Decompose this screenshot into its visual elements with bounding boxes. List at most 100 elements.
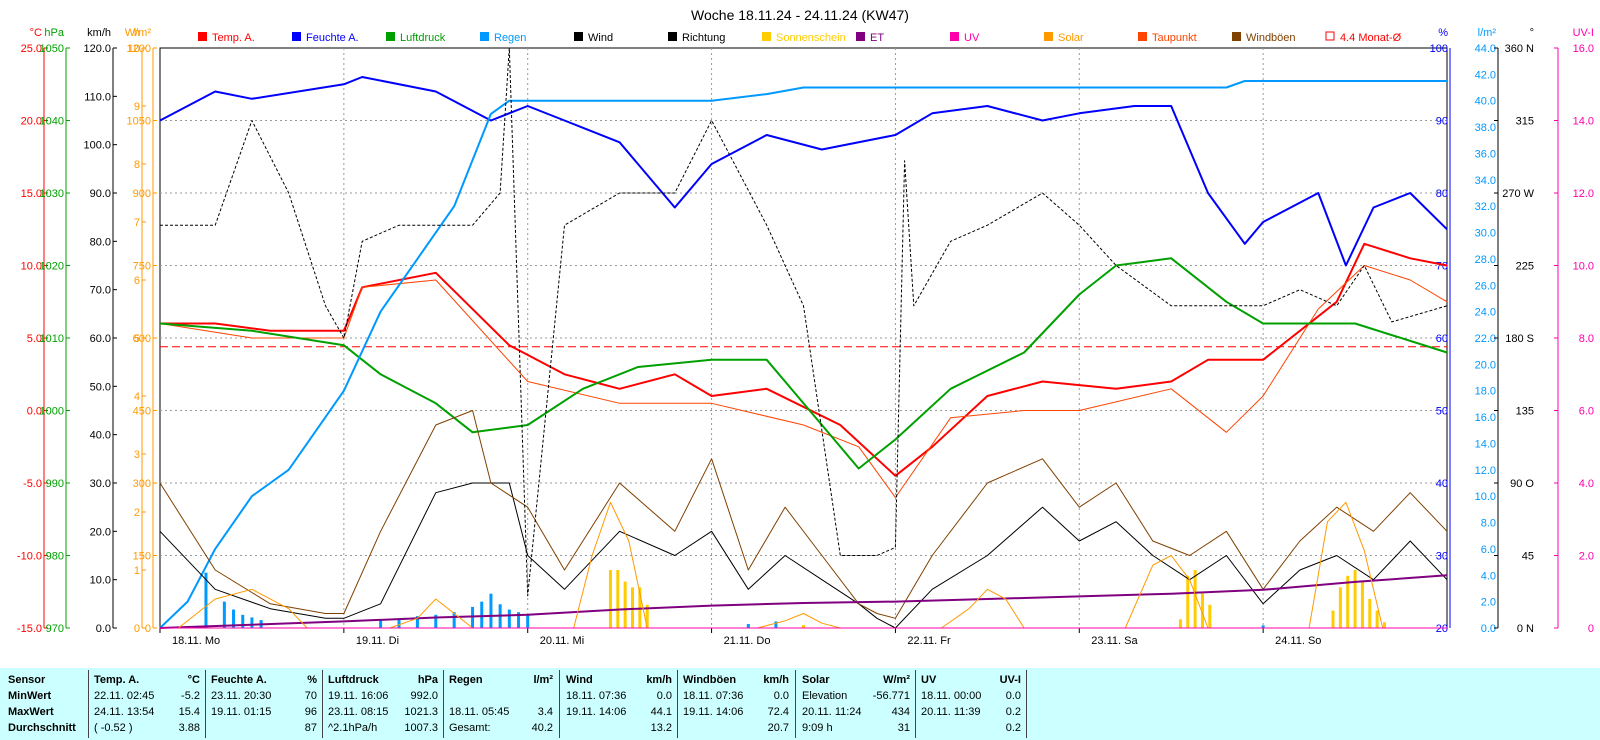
stats-wind-min-val: 0.0	[656, 690, 672, 702]
axis-tick-label: 120.0	[83, 43, 111, 55]
stats-temp-unit: °C	[187, 674, 200, 686]
axis-tick-label: 2.0	[1481, 597, 1496, 609]
legend-label: Regen	[494, 32, 526, 44]
stats-uv-min-time: 18.11. 00:00	[921, 690, 982, 702]
axis-tick-label: 0	[1588, 623, 1594, 635]
axis-tick-label: 14.0	[1475, 438, 1496, 450]
axis-tick-label: 300	[133, 478, 151, 490]
x-tick-label: 20.11. Mi	[540, 635, 584, 647]
legend-label: 4.4 Monat-Ø	[1340, 32, 1402, 44]
sunshine-bar	[645, 604, 649, 628]
sunshine-bar	[1186, 575, 1190, 628]
stats-temp-avg-val: 3.88	[178, 722, 200, 734]
axis-tick-label: 14.0	[1573, 116, 1594, 128]
axis-tick-label: 22.0	[1475, 333, 1496, 345]
axis-tick-label: 5.0	[27, 333, 42, 345]
x-tick-label: 18.11. Mo	[172, 635, 220, 647]
legend-swatch	[292, 32, 301, 41]
axis-tick-label: 0.0	[27, 406, 42, 418]
axis-unit-label: °C	[30, 27, 42, 39]
axis-tick-label: 8	[134, 159, 140, 171]
axis-tick-label: 900	[133, 188, 151, 200]
stats-press-min-val: 992.0	[410, 690, 438, 702]
x-tick-label: 23.11. Sa	[1091, 635, 1138, 647]
axis-tick-label: 1	[134, 565, 140, 577]
axis-tick-label: -5.0	[23, 478, 42, 490]
axis-tick-label: 36.0	[1475, 148, 1496, 160]
legend-label: Temp. A.	[212, 32, 255, 44]
sunshine-bar	[1353, 570, 1357, 628]
axis-tick-label: 4.0	[1579, 478, 1594, 490]
stats-hum-unit: %	[307, 674, 317, 686]
legend-label: Taupunkt	[1152, 32, 1197, 44]
axis-tick-label: 270 W	[1502, 188, 1534, 200]
stats-hum-min-time: 23.11. 20:30	[211, 690, 272, 702]
axis-tick-label: 32.0	[1475, 201, 1496, 213]
plot-area	[159, 47, 1448, 629]
series-line-feuchte-a-	[159, 76, 1448, 267]
axis-unit-label: UV-I	[1573, 27, 1594, 39]
rain-bar	[379, 620, 383, 628]
stats-press-max-val: 1021.3	[404, 706, 438, 718]
stats-temp-header: Temp. A.	[94, 674, 140, 686]
stats-solar-max-val: 434	[891, 706, 910, 718]
axis-tick-label: 100	[1430, 43, 1448, 55]
stats-rain-header: Regen	[449, 674, 483, 686]
stats-col-uv: UV UV-I 18.11. 00:00 0.0 20.11. 11:39 0.…	[921, 668, 1021, 740]
stats-temp-min-time: 22.11. 02:45	[94, 690, 155, 702]
stats-press-avg-val: 1007.3	[404, 722, 438, 734]
stats-wind-max-val: 44.1	[650, 706, 672, 718]
axis-tick-label: 1050	[127, 116, 151, 128]
stats-separator	[322, 670, 323, 738]
rain-bar	[774, 621, 778, 628]
stats-solar-max-time: 20.11. 11:24	[802, 706, 862, 718]
stats-separator	[205, 670, 206, 738]
axis-tick-label: 1200	[127, 43, 151, 55]
stats-col-solar: Solar W/m² Elevation -56.771 20.11. 11:2…	[802, 668, 910, 740]
axis-tick-label: 16.0	[1475, 412, 1496, 424]
axis-tick-label: 20.0	[21, 116, 42, 128]
rain-bar	[480, 601, 484, 628]
x-tick-label: 24.11. So	[1275, 635, 1321, 647]
axis-tick-label: 50	[1436, 406, 1448, 418]
sunshine-bar	[608, 570, 612, 628]
stats-sensor-header: Sensor	[8, 674, 46, 686]
axis-tick-label: 10	[128, 43, 140, 55]
stats-col-temp: Temp. A. °C 22.11. 02:45 -5.2 24.11. 13:…	[94, 668, 200, 740]
axis-tick-label: 100.0	[83, 140, 111, 152]
axis-tick-label: 1010	[40, 333, 64, 345]
legend-label: UV	[964, 32, 980, 44]
axis-tick-label: 20.0	[1475, 359, 1496, 371]
series-line-regen	[159, 80, 1447, 629]
sunshine-bar	[1331, 610, 1335, 628]
axis-tick-label: -15.0	[17, 623, 42, 635]
stats-rain-max-time: 18.11. 05:45	[449, 706, 510, 718]
series-line-taupunkt	[159, 265, 1448, 498]
axis-tick-label: 25.0	[21, 43, 42, 55]
stats-press-header: Luftdruck	[328, 674, 379, 686]
legend-swatch	[1232, 32, 1241, 41]
axis-tick-label: 16.0	[1573, 43, 1594, 55]
axis-unit-label: h	[134, 27, 140, 39]
stats-press-min-time: 19.11. 16:06	[328, 690, 389, 702]
stats-sensor-avg: Durchschnitt	[8, 722, 76, 734]
stats-gust-min-time: 18.11. 07:36	[683, 690, 744, 702]
legend-label: Luftdruck	[400, 32, 446, 44]
chart-title: Woche 18.11.24 - 24.11.24 (KW47)	[691, 7, 909, 23]
axis-tick-label: 0	[134, 623, 140, 635]
stats-col-press: Luftdruck hPa 19.11. 16:06 992.0 23.11. …	[328, 668, 438, 740]
axis-tick-label: 80	[1436, 188, 1448, 200]
stats-separator	[795, 670, 796, 738]
axis-tick-label: 750	[133, 261, 151, 273]
stats-gust-max-val: 72.4	[767, 706, 789, 718]
stats-uv-unit: UV-I	[999, 674, 1021, 686]
rain-bar	[452, 612, 456, 628]
axis-tick-label: 60	[1436, 333, 1448, 345]
axis-tick-label: 12.0	[1475, 465, 1496, 477]
legend-label: Windböen	[1246, 32, 1296, 44]
axis-tick-label: 42.0	[1475, 69, 1496, 81]
stats-gust-header: Windböen	[683, 674, 737, 686]
stats-sensor-min: MinWert	[8, 690, 52, 702]
axis-tick-label: 34.0	[1475, 175, 1496, 187]
